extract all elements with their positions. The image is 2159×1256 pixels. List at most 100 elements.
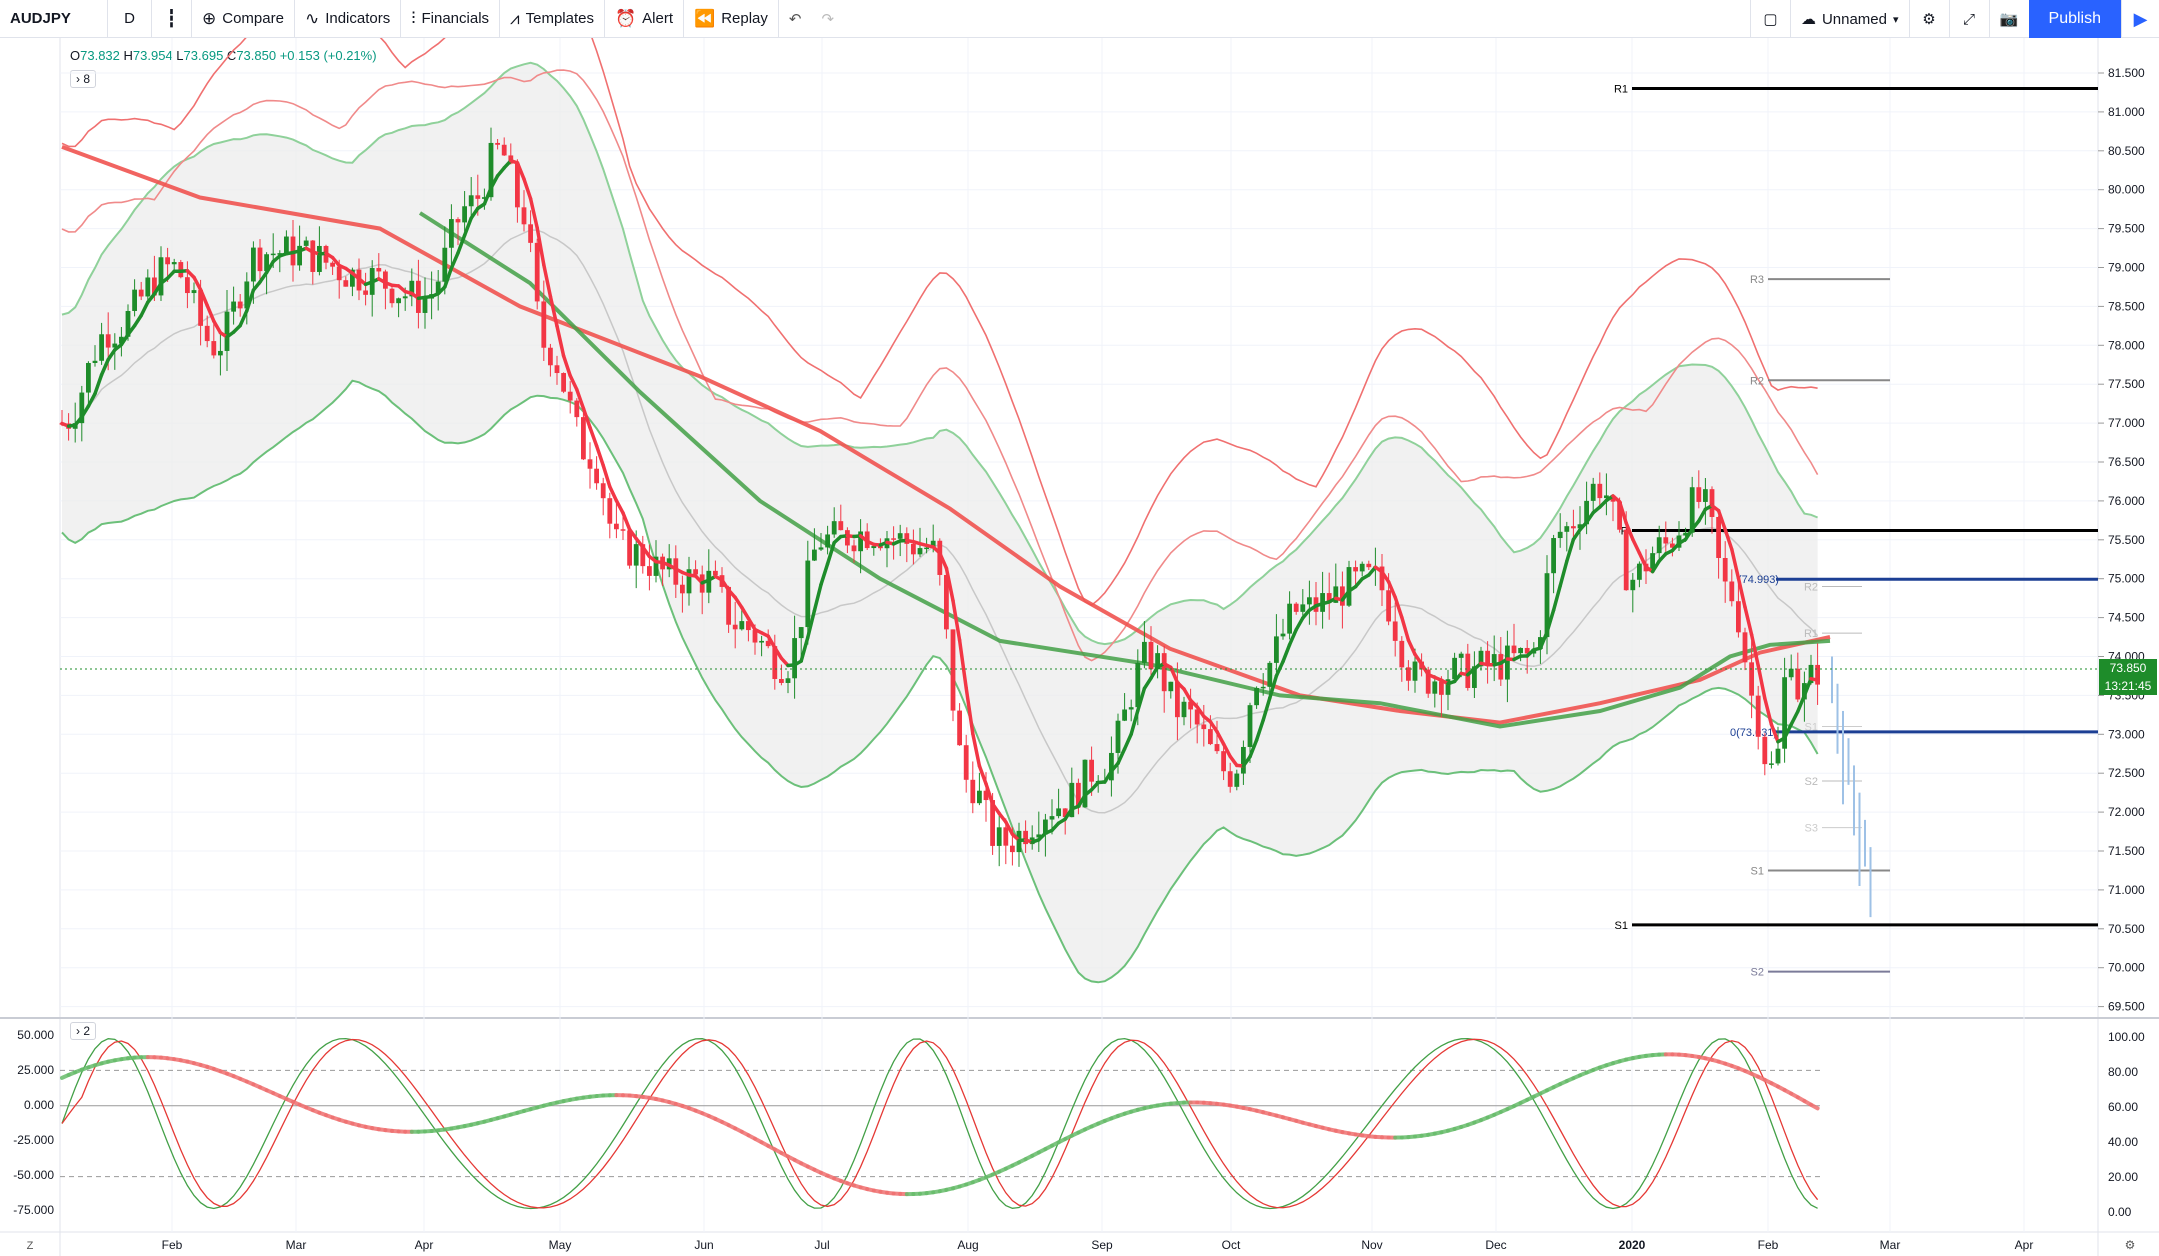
fullscreen-button[interactable]: ⤢ [1948, 0, 1989, 38]
candle-body [977, 790, 982, 804]
publish-button[interactable]: Publish [2028, 0, 2121, 38]
fast-ma-segment [1103, 769, 1114, 784]
low-value: 73.695 [183, 48, 224, 63]
layout-menu[interactable]: ☁ Unnamed ▾ [1789, 0, 1909, 38]
price-chart[interactable]: R1PS1R3R2S1S2R2R1S1S2S3(74.993)0(73.031)… [0, 38, 2159, 1256]
redo-button[interactable]: ↷ [811, 0, 844, 38]
candle-body [990, 800, 995, 846]
chart-style-button[interactable]: ┇ [152, 0, 192, 38]
candle-body [1359, 563, 1365, 572]
fast-ma-segment [1142, 676, 1153, 691]
osc-collapse-badge[interactable]: › 2 [70, 1022, 97, 1040]
templates-button[interactable]: ⩘ Templates [500, 0, 605, 38]
change-value: +0.153 (+0.21%) [279, 48, 377, 63]
symbol-search[interactable]: AUDJPY [0, 0, 108, 38]
settings-button[interactable]: ⚙ [1908, 0, 1949, 38]
candle-body [482, 197, 487, 199]
candle-body [541, 301, 547, 348]
indicators-count: 8 [83, 72, 91, 86]
candle-body [363, 290, 368, 295]
candle-body [257, 247, 263, 272]
candle-body [1716, 516, 1721, 558]
fast-ma-segment [1730, 547, 1741, 580]
pivot-label: S2 [1751, 967, 1764, 979]
financials-icon: ⫶ [411, 8, 416, 28]
pivot-label: R1 [1614, 84, 1628, 96]
candle-body [732, 624, 738, 630]
fast-ma-segment [1228, 754, 1239, 768]
candle-body [1412, 661, 1418, 681]
fast-ma-segment [984, 782, 995, 806]
candle-body [1340, 586, 1345, 606]
time-axis[interactable]: Feb Mar Apr May Jun Jul Aug Sep Oct Nov Dec 2020 Feb… [162, 1238, 2034, 1252]
redo-icon: ↷ [821, 10, 835, 28]
candle-body [1736, 601, 1741, 633]
fast-ma-segment [258, 270, 269, 284]
fast-ma-segment [990, 802, 1001, 816]
candle-body [1267, 662, 1273, 687]
fullscreen-layout-button[interactable]: ▢ [1749, 0, 1790, 38]
compare-button[interactable]: ⊕ Compare [192, 0, 295, 38]
fast-ma-segment [1769, 722, 1780, 744]
fast-ma-segment [1076, 793, 1087, 809]
fast-ma-segment [1413, 652, 1424, 666]
price-tick-label: 79.000 [2108, 261, 2145, 275]
candle-body [1511, 645, 1517, 654]
stochastic-pane[interactable] [60, 1037, 1820, 1210]
candle-body [1036, 834, 1042, 838]
fast-ma-segment [489, 174, 500, 190]
fast-ma-segment [152, 281, 163, 296]
candle-body [812, 549, 817, 561]
pivot-label: S2 [1805, 776, 1818, 788]
candle-body [1637, 563, 1642, 580]
candle-body [937, 540, 943, 575]
candle-body [1280, 633, 1286, 637]
candle-body [1623, 529, 1629, 591]
osc-left-tick: 0.000 [24, 1098, 54, 1112]
publish-label: Publish [2048, 10, 2101, 27]
bollinger-band-fill [62, 62, 1818, 983]
candle-body [389, 288, 395, 304]
price-tick-label: 72.500 [2108, 766, 2145, 780]
alert-button[interactable]: ⏰ Alert [605, 0, 685, 38]
financials-button[interactable]: ⫶ Financials [401, 0, 501, 38]
candle-body [759, 640, 764, 643]
play-icon: ▶ [2133, 8, 2148, 29]
candle-body [983, 790, 989, 801]
interval-button[interactable]: D [108, 0, 152, 38]
candle-body [330, 262, 335, 267]
snapshot-button[interactable]: 📷 [1988, 0, 2029, 38]
fast-ma-segment [1631, 537, 1642, 555]
candle-body [1630, 579, 1636, 591]
fast-ma-segment [126, 323, 137, 337]
momentum-segment [1809, 1102, 1820, 1111]
play-button[interactable]: ▶ [2121, 0, 2159, 38]
time-tick-label: Mar [1880, 1238, 1901, 1252]
candle-body [1142, 641, 1147, 663]
indicators-button[interactable]: ∿ Indicators [295, 0, 402, 38]
replay-button[interactable]: ⏪ Replay [684, 0, 779, 38]
candle-body [521, 207, 527, 225]
alert-label: Alert [642, 10, 674, 27]
candle-body [713, 570, 718, 576]
candle-body [1293, 603, 1299, 612]
close-value: 73.850 [236, 48, 277, 63]
fast-ma-segment [766, 634, 777, 650]
fast-ma-segment [482, 186, 493, 206]
price-axis[interactable]: 81.500 81.000 80.500 80.000 79.500 79.000 78.5… [2098, 66, 2145, 1014]
undo-icon: ↶ [788, 10, 802, 28]
gear-icon: ⚙ [1922, 11, 1936, 28]
undo-button[interactable]: ↶ [779, 0, 812, 38]
candle-body [1135, 662, 1141, 708]
indicators-collapse-badge[interactable]: › 8 [70, 70, 97, 88]
fast-ma-segment [1697, 507, 1708, 523]
fast-ma-segment [1393, 595, 1404, 620]
time-tick-label: Sep [1091, 1238, 1113, 1252]
candle-body [970, 779, 976, 804]
candle-body [739, 621, 745, 630]
candle-body [350, 269, 355, 287]
fast-ma-segment [1723, 527, 1734, 552]
toolbar-right: ▢ ☁ Unnamed ▾ ⚙ ⤢ 📷 Publish ▶ [1749, 0, 2159, 38]
settings-icon-small[interactable]: ⚙ [2125, 1238, 2136, 1252]
timezone-z: Z [27, 1240, 34, 1252]
